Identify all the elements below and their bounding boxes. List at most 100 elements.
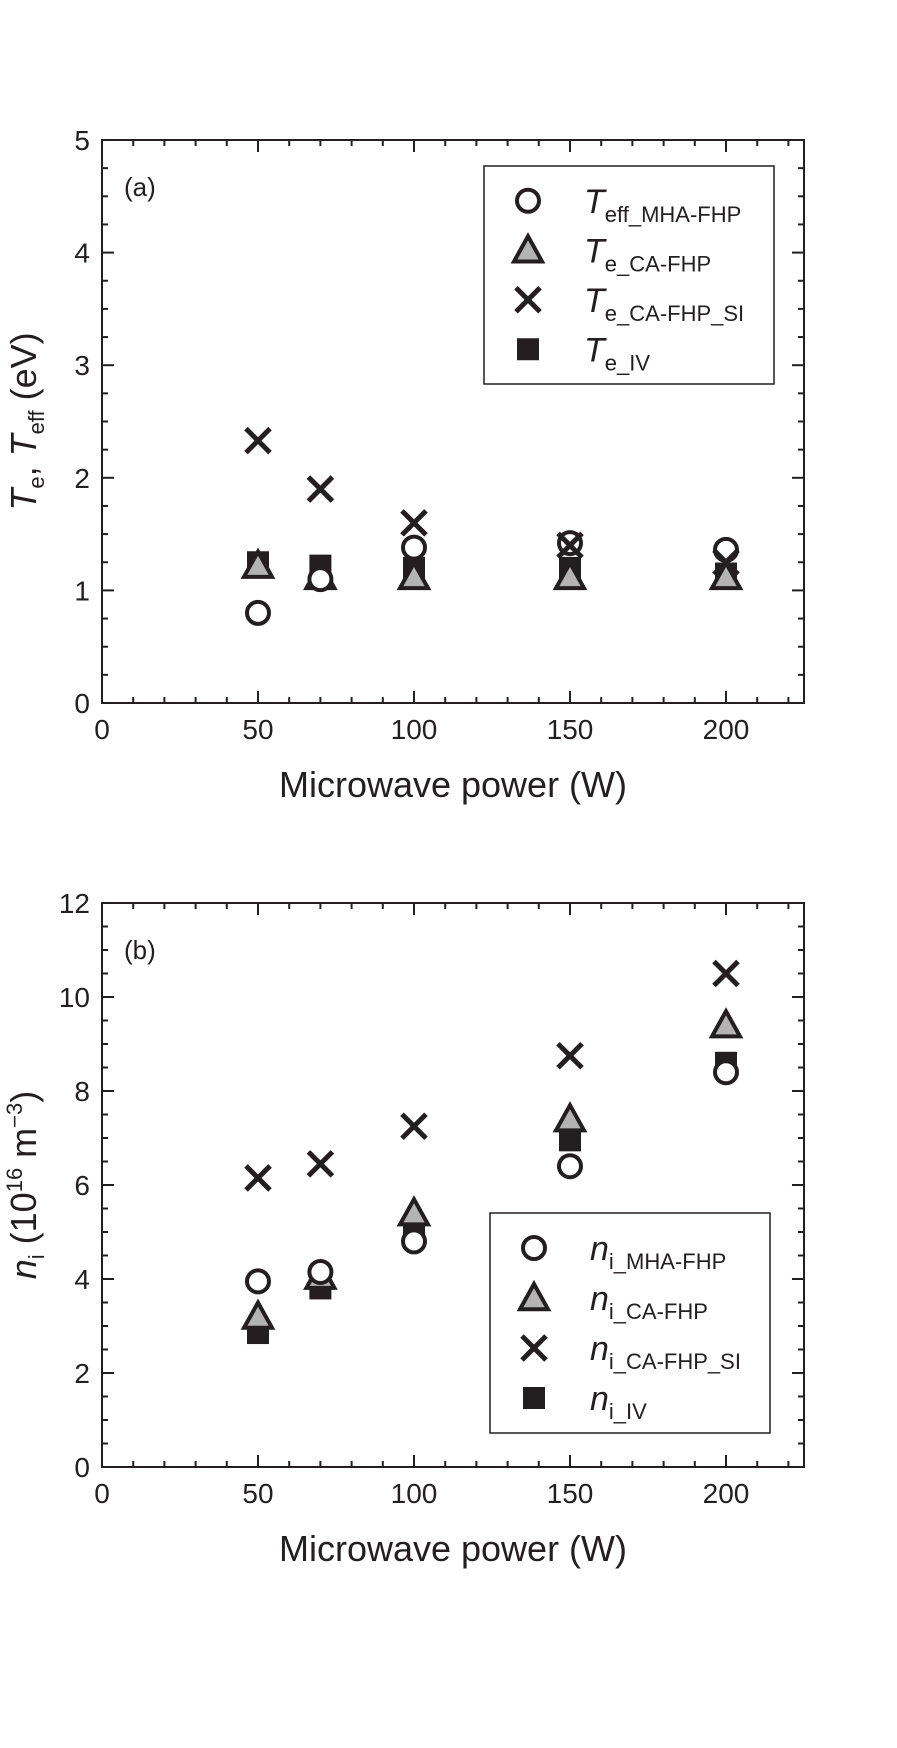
data-point-square — [559, 1129, 581, 1152]
y-axis-title-part: (10 — [3, 1192, 44, 1254]
chart-panel-b: 0 50 100 150 200 0 2 4 6 8 10 12 Microwave power (W)… — [2, 888, 805, 1569]
x-tick-label: 50 — [242, 714, 273, 745]
data-point-triangle — [552, 558, 588, 591]
data-point-triangle — [708, 1007, 744, 1039]
data-point-cross — [400, 509, 428, 537]
x-tick-label: 50 — [242, 1478, 273, 1509]
y-tick-label: 6 — [74, 1170, 90, 1201]
legend-marker-circle — [521, 1235, 547, 1261]
x-tick-label: 150 — [547, 714, 594, 745]
legend-label: ni_CA-FHP_SI — [590, 1330, 741, 1374]
data-point-triangle — [708, 558, 744, 591]
y-tick-label: 3 — [74, 350, 90, 381]
legend-symbol: n — [590, 1280, 609, 1318]
legend-marker-triangle — [510, 232, 546, 264]
data-point-triangle — [240, 1298, 276, 1330]
data-point-cross — [556, 531, 584, 560]
panel-label: (b) — [124, 935, 156, 965]
y-axis-title-part: −3 — [2, 1103, 27, 1128]
legend-symbol: T — [584, 232, 607, 270]
data-point-triangle — [240, 547, 276, 579]
x-tick-label: 0 — [94, 1478, 110, 1509]
y-tick-label: 0 — [74, 1452, 90, 1483]
legend-label: ni_CA-FHP — [590, 1280, 708, 1324]
legend-symbol: n — [590, 1230, 609, 1268]
legend-label: ni_IV — [590, 1380, 647, 1424]
y-tick-label: 2 — [74, 1358, 90, 1389]
legend-subscript: i_MHA-FHP — [609, 1249, 726, 1274]
legend-marker-circle — [515, 187, 541, 214]
legend-subscript: eff_MHA-FHP — [605, 202, 742, 227]
series-circle — [245, 530, 739, 626]
legend-marker-square — [517, 338, 539, 361]
legend-symbol: T — [584, 331, 607, 369]
chart-panel-a: 0 50 100 150 200 0 1 2 3 4 5 Microwave power (W) Te,… — [3, 125, 805, 805]
series-triangle — [240, 547, 744, 591]
data-point-cross — [306, 1150, 335, 1178]
data-point-circle — [401, 1228, 427, 1255]
series-cross — [244, 959, 740, 1192]
legend-symbol: n — [590, 1380, 609, 1418]
legend-marker-cross — [520, 1334, 548, 1362]
y-axis-title-part: 16 — [2, 1168, 27, 1192]
legend-label: Te_IV — [584, 331, 650, 375]
data-point-circle — [713, 1059, 739, 1086]
x-axis-title: Microwave power (W) — [279, 764, 627, 805]
legend-symbol: T — [584, 282, 607, 320]
legend-subscript: i_CA-FHP_SI — [609, 1349, 741, 1374]
x-tick-label: 150 — [547, 1478, 594, 1509]
y-axis-title-part: , — [3, 456, 44, 476]
series-cross — [244, 426, 740, 577]
legend-marker-square — [523, 1387, 545, 1409]
x-tick-label: 200 — [703, 714, 750, 745]
legend-subscript: e_CA-FHP_SI — [605, 301, 744, 326]
legend-subscript: i_IV — [609, 1399, 647, 1424]
legend-subscript: e_CA-FHP — [605, 251, 711, 276]
y-tick-label: 5 — [74, 125, 90, 156]
data-point-circle — [245, 599, 271, 626]
x-tick-label: 100 — [391, 1478, 438, 1509]
legend-symbol: T — [584, 183, 607, 221]
y-tick-label: 10 — [59, 982, 90, 1013]
x-tick-label: 100 — [391, 714, 438, 745]
legend-label: Te_CA-FHP_SI — [584, 282, 744, 326]
data-point-circle — [401, 534, 427, 561]
data-point-cross — [712, 548, 740, 577]
y-axis-title-part: T — [3, 431, 44, 456]
y-tick-label: 0 — [74, 688, 90, 719]
series-circle — [245, 1059, 739, 1295]
y-axis-title-part: e — [24, 476, 49, 488]
legend-symbol: n — [590, 1330, 609, 1368]
legend-subscript: i_CA-FHP — [609, 1299, 708, 1324]
data-point-circle — [307, 1258, 334, 1285]
data-point-cross — [244, 426, 272, 455]
y-tick-label: 2 — [74, 463, 90, 494]
data-point-cross — [556, 1041, 584, 1070]
y-axis-title-part: n — [3, 1259, 44, 1279]
y-tick-label: 1 — [74, 575, 90, 606]
data-point-cross — [712, 959, 740, 988]
y-axis-title: ni (1016 m−3) — [2, 1091, 49, 1280]
legend-label: Teff_MHA-FHP — [584, 183, 741, 227]
y-tick-label: 4 — [74, 1264, 90, 1295]
data-point-triangle — [552, 1101, 588, 1133]
y-axis-title-part: m — [3, 1128, 44, 1168]
y-tick-label: 4 — [74, 238, 90, 269]
panel-label: (a) — [124, 172, 156, 202]
legend-marker-cross — [514, 285, 542, 314]
data-point-cross — [306, 475, 335, 503]
data-point-triangle — [396, 558, 432, 591]
data-point-cross — [400, 1112, 428, 1141]
x-axis-title: Microwave power (W) — [279, 1528, 627, 1569]
legend-subscript: e_IV — [605, 350, 651, 375]
legend-label: ni_MHA-FHP — [590, 1230, 726, 1274]
y-tick-label: 12 — [59, 888, 90, 919]
data-point-circle — [557, 1153, 583, 1180]
legend-label: Te_CA-FHP — [584, 232, 711, 276]
y-tick-label: 8 — [74, 1076, 90, 1107]
y-axis-title-part: eff — [24, 409, 49, 434]
data-point-circle — [245, 1268, 271, 1295]
